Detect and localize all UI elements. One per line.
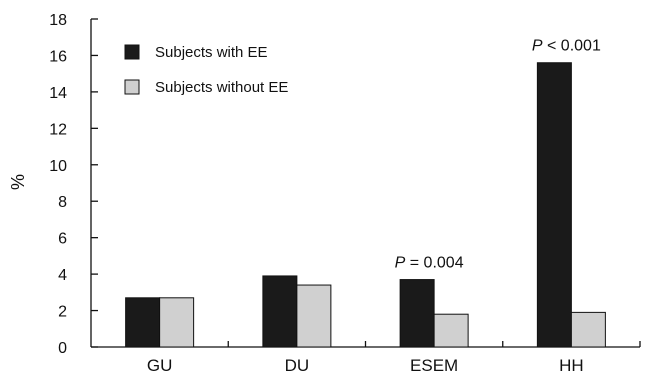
annotations: P = 0.004 P < 0.001 [395, 38, 601, 272]
legend-label: Subjects without EE [155, 79, 288, 96]
y-axis: 0 2 4 6 8 10 12 14 16 18 [49, 12, 98, 357]
bar-without-ee-hh [570, 311, 606, 348]
y-tick-label: 0 [58, 340, 67, 357]
legend-swatch [124, 79, 140, 95]
bar-without-ee-gu [159, 297, 195, 348]
x-category-label: DU [285, 356, 310, 375]
p-value-annotation: P = 0.004 [395, 255, 464, 272]
x-category-label: ESEM [410, 356, 458, 375]
bar-with-ee-gu [125, 297, 161, 348]
y-tick-label: 4 [58, 267, 67, 284]
p-value-annotation: P < 0.001 [532, 38, 601, 55]
y-tick-label: 8 [58, 194, 67, 211]
y-tick-label: 12 [49, 121, 67, 138]
bar-without-ee-esem [433, 313, 469, 348]
y-tick-label: 18 [49, 12, 67, 29]
bar-with-ee-du [262, 275, 298, 348]
bar-without-ee-du [296, 284, 332, 348]
x-category-label: HH [559, 356, 584, 375]
y-tick-label: 2 [58, 304, 67, 321]
bars [125, 62, 606, 348]
y-tick-label: 10 [49, 158, 67, 175]
legend-label: Subjects with EE [155, 44, 268, 61]
bar-with-ee-esem [399, 279, 435, 348]
y-tick-label: 6 [58, 231, 67, 248]
y-tick-label: 16 [49, 48, 67, 65]
legend: Subjects with EE Subjects without EE [124, 44, 288, 96]
y-axis-label: % [8, 174, 28, 190]
bar-with-ee-hh [536, 62, 572, 348]
legend-swatch [124, 44, 140, 60]
x-category-label: GU [147, 356, 173, 375]
y-tick-label: 14 [49, 85, 67, 102]
